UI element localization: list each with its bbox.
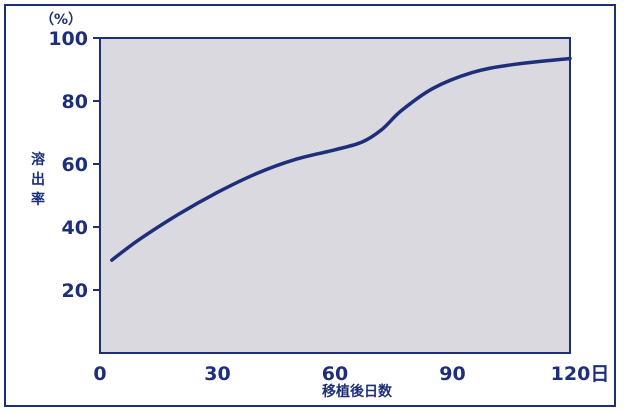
x-tick-label: 30 xyxy=(204,363,230,385)
x-axis-ticks: 0 30 60 90 120日 xyxy=(93,363,609,385)
y-axis-ticks: 100 80 60 40 20 xyxy=(48,28,100,302)
y-tick-label: 80 xyxy=(62,91,88,113)
series-line xyxy=(110,56,572,262)
plot-area xyxy=(99,37,571,354)
y-tick-label: 20 xyxy=(62,280,88,302)
x-tick-label: 90 xyxy=(439,363,465,385)
x-tick-label: 0 xyxy=(93,363,106,385)
x-tick-label: 120日 xyxy=(551,363,610,385)
y-tick-label: 100 xyxy=(48,28,88,50)
x-axis-title: 移植後日数 xyxy=(322,383,393,400)
y-axis-unit: （%） xyxy=(40,12,82,28)
y-axis-title: 溶出率 xyxy=(31,151,45,208)
y-tick-label: 60 xyxy=(62,154,88,176)
y-tick-label: 40 xyxy=(62,217,88,239)
x-tick-label: 60 xyxy=(322,363,348,385)
